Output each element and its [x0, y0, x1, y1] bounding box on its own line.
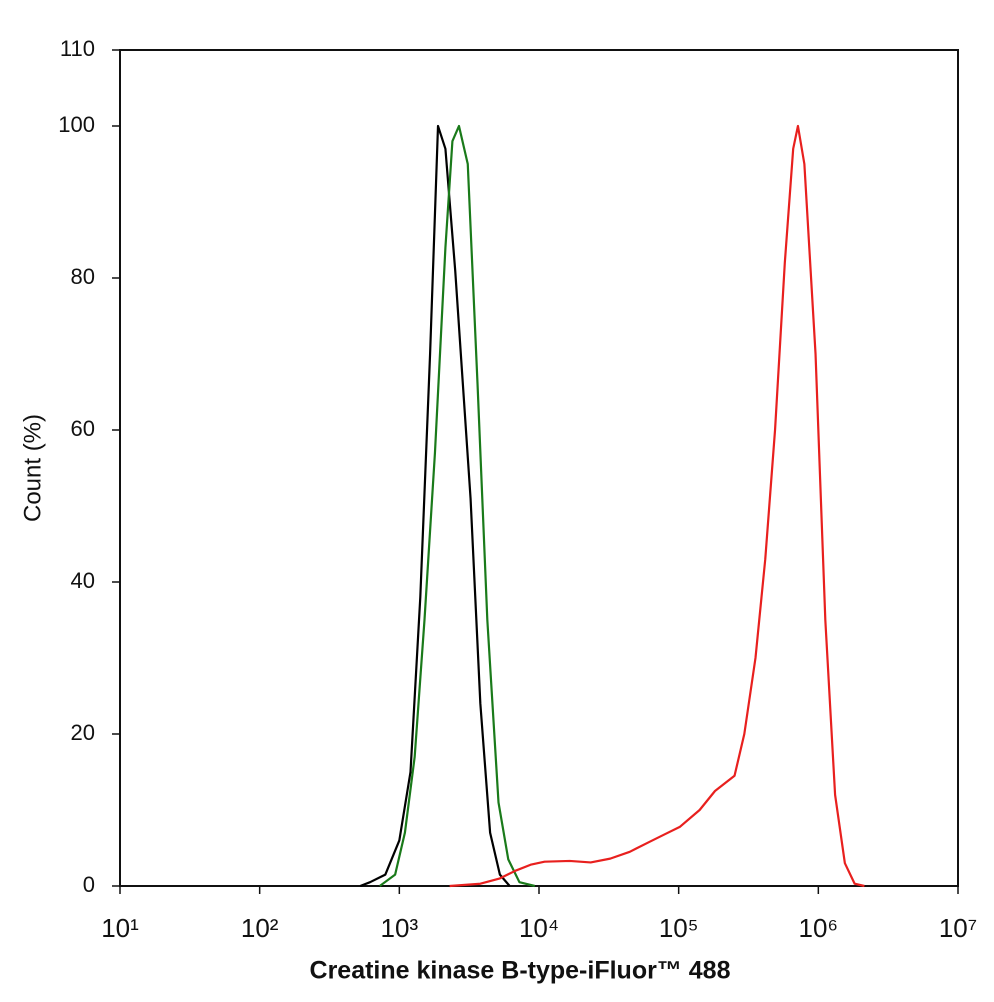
- y-tick-label: 80: [71, 264, 95, 289]
- series-line: [449, 124, 865, 888]
- x-tick-label: 10²: [241, 913, 279, 943]
- series-line: [359, 124, 511, 888]
- x-tick-label: 10⁵: [659, 913, 699, 943]
- x-tick-label: 10⁴: [519, 913, 559, 943]
- y-tick-label: 100: [58, 112, 95, 137]
- series-line: [379, 124, 536, 888]
- x-tick-label: 10⁷: [939, 913, 977, 943]
- y-tick-label: 60: [71, 416, 95, 441]
- x-tick-label: 10⁶: [799, 913, 839, 943]
- x-axis-label: Creatine kinase B-type-iFluor™ 488: [310, 957, 731, 985]
- y-tick-label: 20: [71, 720, 95, 745]
- y-tick-label: 110: [60, 36, 95, 61]
- y-axis-label: Count (%): [19, 414, 46, 522]
- x-tick-label: 10³: [381, 913, 419, 943]
- y-tick-label: 40: [71, 568, 95, 593]
- x-tick-label: 10¹: [101, 913, 139, 943]
- y-tick-label: 0: [83, 872, 95, 897]
